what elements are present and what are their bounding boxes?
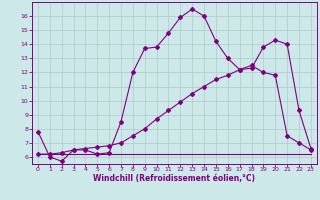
X-axis label: Windchill (Refroidissement éolien,°C): Windchill (Refroidissement éolien,°C) xyxy=(93,174,255,183)
